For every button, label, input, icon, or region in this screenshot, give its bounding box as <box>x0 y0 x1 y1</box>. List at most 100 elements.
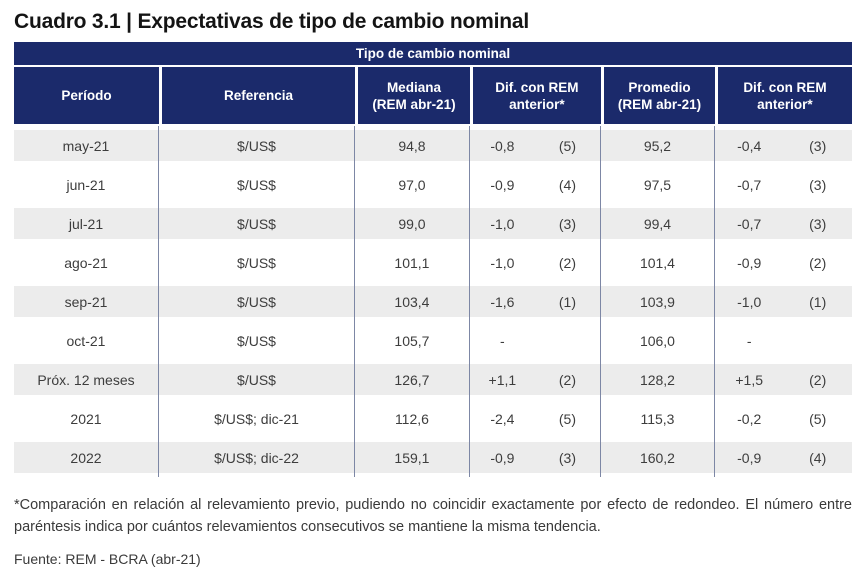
promedio-cell: 103,9 <box>601 282 715 321</box>
dif-mediana-cell: -2,4 (5) <box>470 399 601 438</box>
dif-promedio-cell: -0,9 (4) <box>715 438 852 477</box>
dif-value: -0,9 <box>490 449 515 466</box>
header-label-line1: Promedio <box>628 79 691 95</box>
header-cell-referencia: Referencia <box>158 67 356 124</box>
referencia-cell: $/US$ <box>159 321 356 360</box>
dif-value: -0,4 <box>737 137 762 154</box>
mediana-cell: 99,0 <box>355 204 470 243</box>
header-label: Período <box>61 88 112 103</box>
dif-promedio-cell: -0,2 (5) <box>715 399 852 438</box>
header-cell-mediana: Mediana (REM abr-21) <box>355 67 470 124</box>
table-row: Próx. 12 meses $/US$ 126,7 +1,1 (2) 128,… <box>14 360 852 399</box>
dif-promedio-cell: -0,9 (2) <box>715 243 852 282</box>
promedio-cell: 128,2 <box>601 360 715 399</box>
dif-value: -0,8 <box>490 137 515 154</box>
dif-promedio-cell: -1,0 (1) <box>715 282 852 321</box>
dif-value: -1,0 <box>737 293 762 310</box>
periodo-cell: ago-21 <box>14 243 159 282</box>
mediana-cell: 126,7 <box>355 360 470 399</box>
dif-value: -0,9 <box>737 254 762 271</box>
promedio-cell: 160,2 <box>601 438 715 477</box>
periodo-cell: may-21 <box>14 126 159 165</box>
header-cell-promedio: Promedio (REM abr-21) <box>600 67 715 124</box>
dif-promedio-cell: -0,7 (3) <box>715 204 852 243</box>
periodo-cell: sep-21 <box>14 282 159 321</box>
dif-value: -0,2 <box>737 410 762 427</box>
periodo-cell: oct-21 <box>14 321 159 360</box>
dif-promedio-cell: - <box>715 321 852 360</box>
table-row: jul-21 $/US$ 99,0 -1,0 (3) 99,4 -0,7 (3) <box>14 204 852 243</box>
dif-value: - <box>500 332 505 349</box>
dif-streak: (5) <box>558 137 576 154</box>
dif-mediana-cell: -1,0 (2) <box>470 243 601 282</box>
dif-streak: (2) <box>558 371 576 388</box>
dif-streak: (1) <box>809 293 827 310</box>
dif-streak: (1) <box>558 293 576 310</box>
dif-value: -1,6 <box>490 293 515 310</box>
header-label-line1: Mediana <box>386 79 441 95</box>
mediana-cell: 105,7 <box>355 321 470 360</box>
referencia-cell: $/US$ <box>159 243 356 282</box>
mediana-cell: 112,6 <box>355 399 470 438</box>
dif-mediana-cell: -1,0 (3) <box>470 204 601 243</box>
header-label-line2: (REM abr-21) <box>372 96 456 112</box>
mediana-cell: 159,1 <box>355 438 470 477</box>
header-cell-dif-mediana: Dif. con REM anterior* <box>469 67 601 124</box>
dif-streak: (2) <box>809 371 827 388</box>
periodo-cell: jul-21 <box>14 204 159 243</box>
mediana-cell: 103,4 <box>355 282 470 321</box>
header-label-line2: anterior* <box>509 96 565 112</box>
header-label-line1: Dif. con REM <box>495 79 579 95</box>
mediana-cell: 97,0 <box>355 165 470 204</box>
dif-mediana-cell: -0,9 (4) <box>470 165 601 204</box>
referencia-cell: $/US$ <box>159 282 356 321</box>
header-cell-periodo: Período <box>14 67 159 124</box>
dif-streak: (4) <box>809 449 827 466</box>
promedio-cell: 95,2 <box>601 126 715 165</box>
dif-mediana-cell: -0,9 (3) <box>470 438 601 477</box>
dif-value: -0,9 <box>737 449 762 466</box>
header-label: Referencia <box>223 88 294 103</box>
table-row: may-21 $/US$ 94,8 -0,8 (5) 95,2 -0,4 (3) <box>14 126 852 165</box>
dif-value: -2,4 <box>490 410 515 427</box>
dif-value: - <box>746 332 752 349</box>
referencia-cell: $/US$ <box>159 165 356 204</box>
table-row: 2021 $/US$; dic-21 112,6 -2,4 (5) 115,3 … <box>14 399 852 438</box>
dif-mediana-cell: +1,1 (2) <box>470 360 601 399</box>
dif-promedio-cell: -0,7 (3) <box>715 165 852 204</box>
promedio-cell: 115,3 <box>601 399 715 438</box>
source-note: Fuente: REM - BCRA (abr-21) <box>14 551 201 567</box>
table-row: 2022 $/US$; dic-22 159,1 -0,9 (3) 160,2 … <box>14 438 852 477</box>
dif-streak: (3) <box>809 137 827 154</box>
table-row: sep-21 $/US$ 103,4 -1,6 (1) 103,9 -1,0 (… <box>14 282 852 321</box>
dif-streak: (5) <box>558 410 576 427</box>
header-label-line1: Dif. con REM <box>743 79 827 95</box>
referencia-cell: $/US$; dic-22 <box>159 438 356 477</box>
dif-promedio-cell: -0,4 (3) <box>715 126 852 165</box>
dif-value: +1,1 <box>488 371 517 388</box>
referencia-cell: $/US$ <box>159 360 356 399</box>
dif-promedio-cell: +1,5 (2) <box>715 360 852 399</box>
referencia-cell: $/US$ <box>159 126 356 165</box>
promedio-cell: 101,4 <box>601 243 715 282</box>
header-label-line2: anterior* <box>757 96 813 112</box>
table-body: may-21 $/US$ 94,8 -0,8 (5) 95,2 -0,4 (3)… <box>14 126 852 477</box>
page-title: Cuadro 3.1 | Expectativas de tipo de cam… <box>14 10 529 33</box>
referencia-cell: $/US$; dic-21 <box>159 399 356 438</box>
dif-mediana-cell: - <box>470 321 601 360</box>
table-header-row: Período Referencia Mediana (REM abr-21) … <box>14 67 852 124</box>
footnote: *Comparación en relación al relevamiento… <box>14 497 852 535</box>
referencia-cell: $/US$ <box>159 204 356 243</box>
dif-value: -0,7 <box>737 176 762 193</box>
table-row: jun-21 $/US$ 97,0 -0,9 (4) 97,5 -0,7 (3) <box>14 165 852 204</box>
table-band-title: Tipo de cambio nominal <box>14 42 852 65</box>
dif-streak: (2) <box>558 254 576 271</box>
promedio-cell: 99,4 <box>601 204 715 243</box>
table-row: ago-21 $/US$ 101,1 -1,0 (2) 101,4 -0,9 (… <box>14 243 852 282</box>
promedio-cell: 106,0 <box>601 321 715 360</box>
periodo-cell: jun-21 <box>14 165 159 204</box>
periodo-cell: 2021 <box>14 399 159 438</box>
dif-mediana-cell: -1,6 (1) <box>470 282 601 321</box>
dif-value: -1,0 <box>490 254 515 271</box>
